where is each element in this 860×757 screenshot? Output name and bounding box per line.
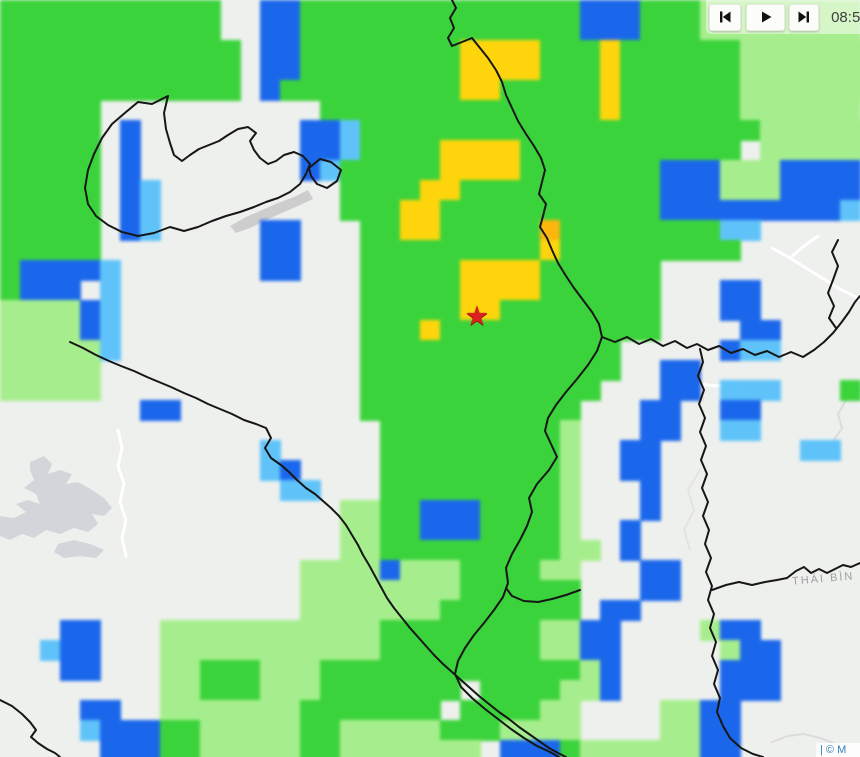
skip-to-start-button[interactable] <box>709 3 741 31</box>
skip-to-start-icon <box>719 11 731 23</box>
map-attribution[interactable]: | © M <box>816 743 860 757</box>
location-star-marker: ★ <box>464 300 490 331</box>
hill-shading <box>230 190 313 233</box>
skip-to-end-button[interactable] <box>789 3 820 31</box>
lake <box>0 456 112 540</box>
playback-controls: 08:5 <box>706 0 860 34</box>
skip-to-end-icon <box>798 11 810 23</box>
timestamp: 08:5 <box>831 8 860 26</box>
play-icon <box>761 11 772 23</box>
play-button[interactable] <box>745 3 786 31</box>
lake-arm <box>54 540 104 558</box>
